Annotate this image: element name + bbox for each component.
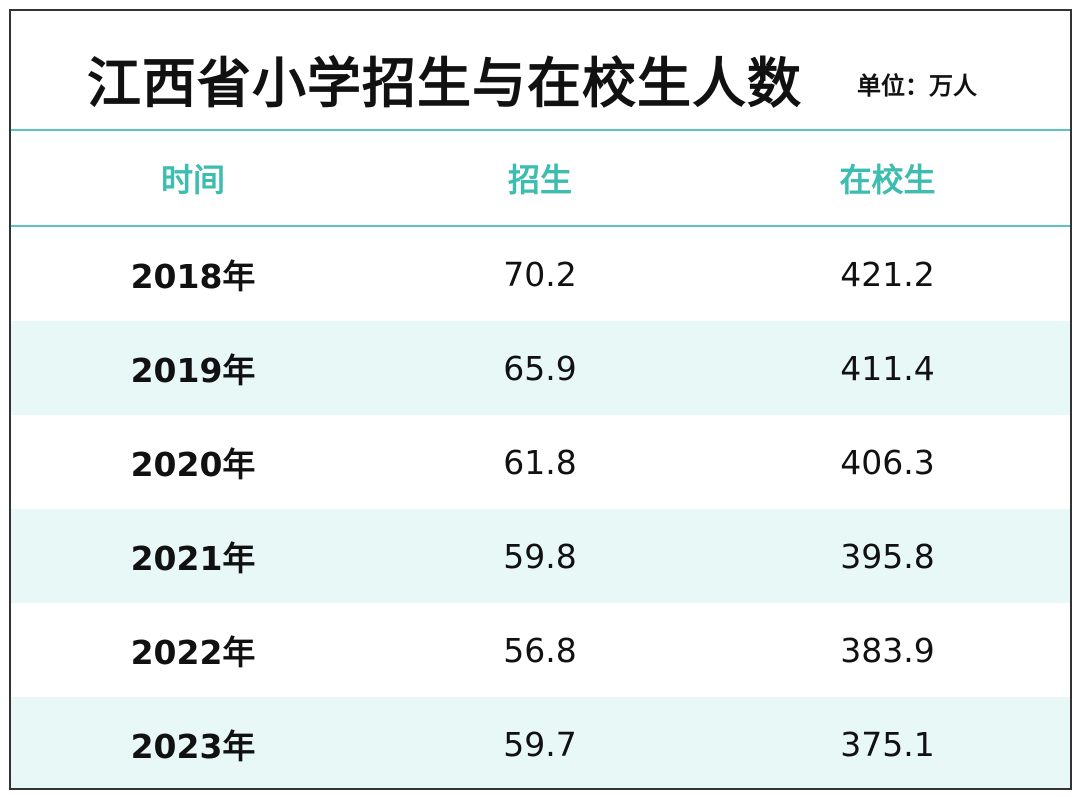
in-school-cell: 375.1: [840, 724, 935, 764]
in-school-cell: 395.8: [840, 536, 935, 576]
year-cell: 2020年: [130, 445, 256, 484]
enrollment-cell: 65.9: [503, 348, 577, 388]
header-enrollment: 招生: [507, 161, 572, 199]
year-cell: 2022年: [130, 633, 256, 672]
enrollment-cell: 59.7: [503, 724, 577, 764]
unit-label: 单位：万人: [857, 72, 977, 100]
in-school-cell: 421.2: [840, 254, 935, 294]
header-time: 时间: [160, 161, 225, 199]
year-cell: 2018年: [130, 257, 256, 296]
table-row: 2023年 59.7 375.1: [11, 697, 1070, 788]
title-bar: 江西省小学招生与在校生人数 单位：万人: [11, 11, 1070, 131]
table-row: 2019年 65.9 411.4: [11, 321, 1070, 415]
header-row: 时间 招生 在校生: [11, 131, 1070, 227]
in-school-cell: 383.9: [840, 630, 935, 670]
table-row: 2020年 61.8 406.3: [11, 415, 1070, 509]
table-frame: 江西省小学招生与在校生人数 单位：万人 时间 招生 在校生 2018年 70.2 4…: [9, 9, 1072, 790]
table-row: 2018年 70.2 421.2: [11, 227, 1070, 321]
year-cell: 2023年: [130, 727, 256, 766]
year-cell: 2021年: [130, 539, 256, 578]
table-row: 2021年 59.8 395.8: [11, 509, 1070, 603]
in-school-cell: 411.4: [840, 348, 935, 388]
in-school-cell: 406.3: [840, 442, 935, 482]
header-in-school: 在校生: [839, 161, 936, 199]
table-row: 2022年 56.8 383.9: [11, 603, 1070, 697]
table-title: 江西省小学招生与在校生人数: [87, 52, 802, 115]
enrollment-cell: 56.8: [503, 630, 577, 670]
enrollment-cell: 70.2: [503, 254, 577, 294]
year-cell: 2019年: [130, 351, 256, 390]
enrollment-cell: 61.8: [503, 442, 577, 482]
enrollment-cell: 59.8: [503, 536, 577, 576]
table-body: 2018年 70.2 421.2 2019年 65.9 411.4 2020年 61.8 406…: [11, 227, 1070, 788]
